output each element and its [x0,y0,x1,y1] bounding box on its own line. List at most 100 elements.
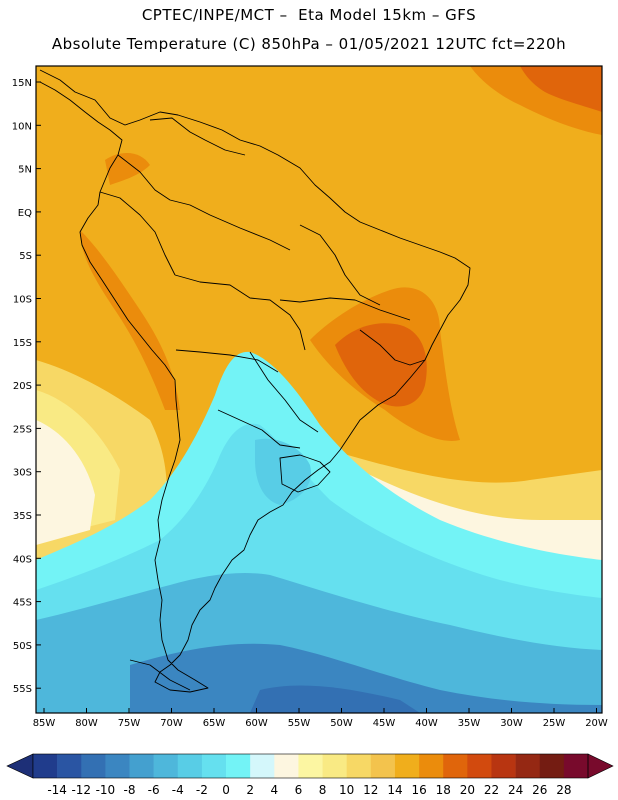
lagoon-outline [279,454,331,493]
colorbar-label: 14 [387,783,402,797]
colorbar-swatch [57,754,82,778]
lat-tick-label: 25S [13,424,32,435]
colorbar-label: 22 [484,783,499,797]
latitude-axis: 15N 10N 5N EQ 5S 10S 15S 20S 25S 30S 35S 40S 45S 50S 5… [12,78,41,695]
colorbar-swatch [33,754,58,778]
lat-tick-label: 50S [13,641,32,652]
lat-tick-label: 35S [13,511,32,522]
lon-tick-label: 60W [245,718,268,729]
colorbar-label: 6 [295,783,303,797]
colorbar-swatch [346,754,372,778]
lon-tick-label: 65W [203,718,226,729]
colorbar-swatch [563,754,589,778]
colorbar-label: 0 [222,783,230,797]
colorbar-swatch [539,754,565,778]
lat-tick-label: 5N [18,165,32,176]
map-frame [35,65,603,714]
colorbar-swatch [322,754,347,778]
field-cold-deep [130,643,602,713]
colorbar-swatch [201,754,227,778]
colorbar-low-arrow [6,753,34,779]
border-brazil-state-2 [279,297,411,321]
lat-tick-label: 20S [13,381,32,392]
lon-tick-label: 35W [458,718,481,729]
colorbar-swatch [419,754,444,778]
colorbar-swatch [81,754,106,778]
coastlines [39,69,471,693]
colorbar-label: -6 [148,783,160,797]
colorbar-outline [32,753,589,779]
colorbar-swatch [274,754,299,778]
lat-tick-label: 55S [13,684,32,695]
border-bolivia [174,274,306,351]
lon-tick-label: 25W [543,718,566,729]
lon-tick-label: 70W [160,718,183,729]
lat-tick-label: 10S [13,295,32,306]
colorbar-label: 4 [270,783,278,797]
lon-tick-label: 85W [33,718,56,729]
border-brazil-state-1 [299,224,381,306]
lon-tick-label: 45W [373,718,396,729]
border-brazil-state-3 [359,329,426,366]
colorbar-high-arrow [587,753,614,779]
field-cold-deepest [250,685,420,713]
lat-tick-label: 15S [13,338,32,349]
longitude-axis: 85W 80W 75W 70W 65W 60W 55W 50W 45W 40W 35W 30W 25W 2… [33,708,608,729]
colorbar-label: 18 [436,783,451,797]
border-ecuador-peru [99,191,176,276]
title-line-1: CPTEC/INPE/MCT – Eta Model 15km – GFS [141,6,477,24]
lat-tick-label: 5S [19,251,32,262]
colorbar-swatch [370,754,396,778]
lon-tick-label: 80W [75,718,98,729]
lon-tick-label: 55W [288,718,311,729]
colorbar-label: 2 [246,783,254,797]
lat-tick-label: EQ [18,208,32,219]
colorbar-swatch [129,754,154,778]
temperature-field [36,66,602,713]
field-andes-north [105,153,150,185]
colorbar-swatch [515,754,541,778]
colorbar-swatch [491,754,516,778]
colorbar-swatch [153,754,179,778]
lon-tick-label: 75W [118,718,141,729]
colorbar-swatch [105,754,130,778]
colorbar-label: -14 [47,783,67,797]
border-argentina-north [175,349,279,373]
lon-tick-label: 50W [330,718,353,729]
lon-tick-label: 20W [585,718,608,729]
colorbar-label: 20 [460,783,475,797]
colorbar-label: 8 [319,783,327,797]
colorbar-label: -8 [124,783,136,797]
border-colombia-brazil [117,154,291,251]
border-venezuela [149,117,246,156]
colorbar-label: -10 [96,783,116,797]
lat-tick-label: 45S [13,598,32,609]
lat-tick-label: 30S [13,468,32,479]
lon-tick-label: 40W [415,718,438,729]
lat-tick-label: 40S [13,554,32,565]
title-line-2: Absolute Temperature (C) 850hPa – 01/05/… [51,35,567,53]
colorbar-label: 16 [411,783,426,797]
field-ne-hot [520,66,602,112]
coastline-tierra [129,659,191,691]
colorbar-label: -12 [71,783,91,797]
lat-tick-label: 10N [12,121,32,132]
field-andes-warm [80,230,180,410]
colorbar-label: 26 [532,783,547,797]
colorbar-label: 12 [363,783,378,797]
colorbar-swatch [467,754,492,778]
lat-tick-label: 15N [12,78,32,89]
colorbar-label: -2 [196,783,208,797]
colorbar-swatch [298,754,323,778]
colorbar-label: 28 [556,783,571,797]
colorbar-swatch [443,754,468,778]
field-pacific-cream [36,420,95,545]
coastline-continent [39,69,471,693]
border-uruguay [217,409,301,449]
colorbar-label: -4 [172,783,184,797]
lon-tick-label: 30W [500,718,523,729]
colorbar-label: 24 [508,783,523,797]
colorbar-swatch [226,754,251,778]
colorbar-swatch [394,754,420,778]
